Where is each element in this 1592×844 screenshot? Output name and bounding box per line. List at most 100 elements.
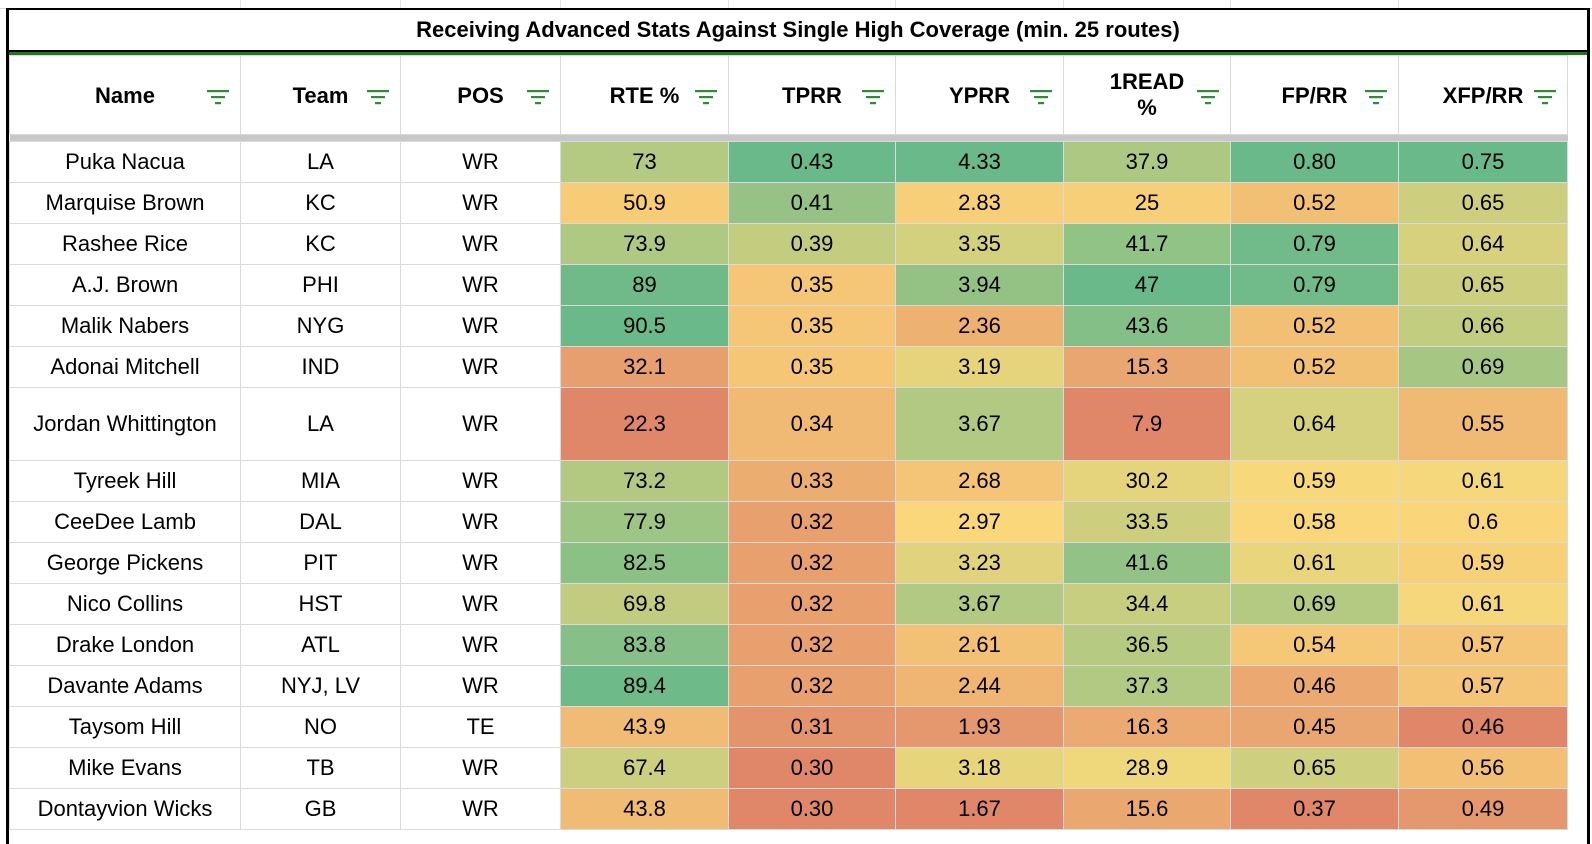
cell-yprr[interactable]: 1.93 [895,706,1064,748]
cell-fprr[interactable]: 0.61 [1230,542,1399,584]
cell-name[interactable]: CeeDee Lamb [9,501,241,543]
header-1read-pct[interactable]: 1READ % [1063,55,1231,135]
cell-xfprr[interactable]: 0.66 [1398,305,1568,347]
cell-read1[interactable]: 30.2 [1063,460,1231,502]
cell-read1[interactable]: 28.9 [1063,747,1231,789]
cell-team[interactable]: PHI [240,264,401,306]
cell-tprr[interactable]: 0.35 [728,305,896,347]
cell-pos[interactable]: WR [400,665,561,707]
cell-read1[interactable]: 47 [1063,264,1231,306]
cell-fprr[interactable]: 0.64 [1230,387,1399,461]
cell-pos[interactable]: WR [400,747,561,789]
cell-read1[interactable]: 15.3 [1063,346,1231,388]
cell-read1[interactable]: 37.9 [1063,141,1231,183]
cell-team[interactable]: ATL [240,624,401,666]
cell-read1[interactable]: 15.6 [1063,788,1231,830]
cell-rte[interactable]: 43.8 [560,788,729,830]
filter-icon[interactable] [206,86,230,105]
cell-fprr[interactable]: 0.58 [1230,501,1399,543]
cell-rte[interactable]: 82.5 [560,542,729,584]
cell-rte[interactable]: 90.5 [560,305,729,347]
cell-team[interactable]: DAL [240,501,401,543]
cell-xfprr[interactable]: 0.59 [1398,542,1568,584]
cell-name[interactable]: Tyreek Hill [9,460,241,502]
cell-xfprr[interactable]: 0.55 [1398,387,1568,461]
cell-fprr[interactable]: 0.52 [1230,182,1399,224]
cell-fprr[interactable]: 0.69 [1230,583,1399,625]
cell-name[interactable]: A.J. Brown [9,264,241,306]
cell-rte[interactable]: 67.4 [560,747,729,789]
cell-rte[interactable]: 69.8 [560,583,729,625]
cell-pos[interactable]: WR [400,141,561,183]
filter-icon[interactable] [1533,86,1557,105]
cell-yprr[interactable]: 3.23 [895,542,1064,584]
cell-rte[interactable]: 73.2 [560,460,729,502]
cell-yprr[interactable]: 3.19 [895,346,1064,388]
cell-fprr[interactable]: 0.37 [1230,788,1399,830]
frozen-row-divider[interactable] [9,134,1568,142]
cell-rte[interactable]: 77.9 [560,501,729,543]
cell-team[interactable]: HST [240,583,401,625]
cell-tprr[interactable]: 0.30 [728,747,896,789]
cell-rte[interactable]: 89.4 [560,665,729,707]
cell-fprr[interactable]: 0.79 [1230,264,1399,306]
header-name[interactable]: Name [9,55,241,135]
header-rte-pct[interactable]: RTE % [560,55,729,135]
cell-tprr[interactable]: 0.41 [728,182,896,224]
cell-rte[interactable]: 50.9 [560,182,729,224]
cell-name[interactable]: Malik Nabers [9,305,241,347]
cell-team[interactable]: KC [240,223,401,265]
cell-name[interactable]: Davante Adams [9,665,241,707]
header-xfp-rr[interactable]: XFP/RR [1398,55,1568,135]
cell-pos[interactable]: WR [400,387,561,461]
cell-read1[interactable]: 41.7 [1063,223,1231,265]
cell-read1[interactable]: 25 [1063,182,1231,224]
cell-read1[interactable]: 37.3 [1063,665,1231,707]
filter-icon[interactable] [366,86,390,105]
cell-tprr[interactable]: 0.32 [728,583,896,625]
cell-team[interactable]: NYG [240,305,401,347]
cell-pos[interactable]: WR [400,305,561,347]
cell-rte[interactable]: 73.9 [560,223,729,265]
cell-team[interactable]: MIA [240,460,401,502]
header-fp-rr[interactable]: FP/RR [1230,55,1399,135]
cell-name[interactable]: Jordan Whittington [9,387,241,461]
cell-xfprr[interactable]: 0.6 [1398,501,1568,543]
cell-tprr[interactable]: 0.35 [728,346,896,388]
header-pos[interactable]: POS [400,55,561,135]
cell-pos[interactable]: WR [400,223,561,265]
cell-xfprr[interactable]: 0.65 [1398,182,1568,224]
cell-name[interactable]: Puka Nacua [9,141,241,183]
cell-xfprr[interactable]: 0.61 [1398,460,1568,502]
cell-yprr[interactable]: 4.33 [895,141,1064,183]
cell-team[interactable]: IND [240,346,401,388]
cell-pos[interactable]: WR [400,501,561,543]
filter-icon[interactable] [526,86,550,105]
cell-name[interactable]: Adonai Mitchell [9,346,241,388]
cell-xfprr[interactable]: 0.57 [1398,624,1568,666]
cell-name[interactable]: Mike Evans [9,747,241,789]
cell-read1[interactable]: 34.4 [1063,583,1231,625]
cell-rte[interactable]: 73 [560,141,729,183]
cell-tprr[interactable]: 0.32 [728,501,896,543]
cell-name[interactable]: Marquise Brown [9,182,241,224]
cell-yprr[interactable]: 2.44 [895,665,1064,707]
cell-name[interactable]: George Pickens [9,542,241,584]
cell-pos[interactable]: WR [400,788,561,830]
cell-name[interactable]: Nico Collins [9,583,241,625]
cell-pos[interactable]: TE [400,706,561,748]
cell-xfprr[interactable]: 0.49 [1398,788,1568,830]
cell-team[interactable]: NYJ, LV [240,665,401,707]
cell-name[interactable]: Rashee Rice [9,223,241,265]
cell-read1[interactable]: 36.5 [1063,624,1231,666]
cell-fprr[interactable]: 0.54 [1230,624,1399,666]
cell-tprr[interactable]: 0.34 [728,387,896,461]
cell-xfprr[interactable]: 0.69 [1398,346,1568,388]
cell-tprr[interactable]: 0.39 [728,223,896,265]
cell-yprr[interactable]: 2.61 [895,624,1064,666]
cell-fprr[interactable]: 0.46 [1230,665,1399,707]
cell-read1[interactable]: 7.9 [1063,387,1231,461]
cell-pos[interactable]: WR [400,264,561,306]
cell-tprr[interactable]: 0.30 [728,788,896,830]
cell-read1[interactable]: 43.6 [1063,305,1231,347]
